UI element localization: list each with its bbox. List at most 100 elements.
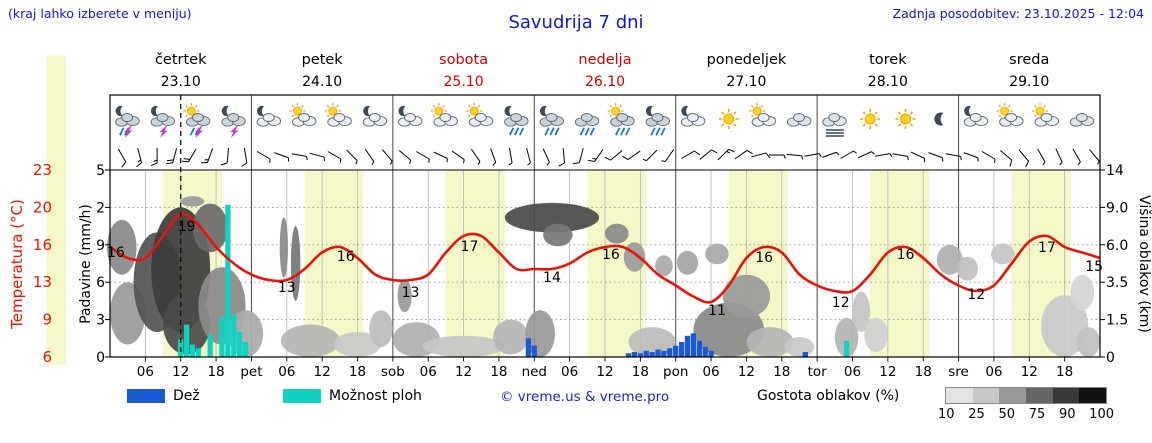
- wind-barb: [892, 153, 909, 161]
- svg-text:1.5: 1.5: [1106, 313, 1128, 329]
- weather-icon-moon-cloud-rain: [539, 105, 564, 136]
- weather-icon-moon-cloud: [680, 105, 706, 127]
- wind-barb: [945, 153, 962, 161]
- wind-barb: [963, 152, 979, 162]
- day-date: 24.10: [302, 74, 342, 90]
- svg-text:16: 16: [755, 250, 773, 266]
- density-swatch: [972, 388, 1000, 403]
- svg-text:15: 15: [1085, 259, 1103, 275]
- wind-barb: [572, 148, 584, 165]
- temperature-curve: [109, 212, 1101, 304]
- weather-icon-moon-cloud: [963, 105, 989, 127]
- menu-hint-note: (kraj lahko izberete v meniju): [8, 6, 192, 21]
- cloud-axis-label: Višina oblakov (km): [1136, 195, 1152, 333]
- density-tick: 10: [938, 407, 955, 422]
- wind-barb: [364, 148, 375, 166]
- wind-barb: [291, 153, 308, 161]
- wind-barb: [1055, 148, 1063, 166]
- wind-barb: [588, 148, 604, 163]
- svg-text:12: 12: [832, 295, 850, 311]
- svg-text:06: 06: [561, 364, 578, 380]
- density-swatch: [1079, 388, 1107, 403]
- weather-icon-moon-cloud-rain: [504, 105, 529, 136]
- wind-barb: [717, 148, 735, 161]
- day-name: sreda: [1009, 52, 1049, 68]
- weather-icon-sun-cloud: [1031, 102, 1059, 127]
- wind-barb: [768, 154, 786, 159]
- density-swatch: [946, 388, 973, 403]
- svg-text:6.0: 6.0: [1106, 238, 1128, 254]
- svg-text:20: 20: [33, 198, 52, 216]
- weather-icon-cloud: [1069, 113, 1095, 127]
- shower-legend-label: Možnost ploh: [329, 388, 422, 404]
- svg-text:06: 06: [420, 364, 437, 380]
- gridlines: [110, 95, 1100, 357]
- density-tick: 75: [1028, 407, 1046, 422]
- svg-text:16: 16: [33, 236, 52, 254]
- wind-barb: [327, 151, 342, 163]
- svg-text:9.0: 9.0: [1106, 200, 1128, 216]
- weather-icon-sun-cloud: [289, 102, 317, 127]
- wind-barb: [604, 150, 623, 161]
- svg-text:tor: tor: [808, 364, 828, 380]
- wind-barb: [274, 152, 290, 162]
- svg-text:6: 6: [96, 275, 105, 291]
- svg-text:06: 06: [137, 364, 154, 380]
- cloud-shading: [107, 196, 1100, 358]
- wind-barb: [470, 148, 481, 166]
- daylight-bands: [163, 170, 1071, 357]
- wind-barb: [526, 148, 531, 166]
- svg-text:sob: sob: [381, 364, 405, 380]
- wind-barb: [840, 150, 857, 159]
- wind-barb: [1089, 149, 1100, 165]
- wind-barb: [117, 148, 127, 168]
- wind-barb: [1018, 149, 1029, 168]
- day-headers: četrtek 23.10 petek 24.10 sobota 25.10 nedelja…: [155, 52, 1049, 90]
- wind-barb: [981, 151, 996, 163]
- last-updated: Zadnja posodobitev: 23.10.2025 - 12:04: [892, 6, 1144, 21]
- weather-icon-sun-cloud: [430, 102, 458, 127]
- cloud-density-gradient: [945, 387, 1107, 404]
- wind-barbs: [117, 147, 1100, 168]
- svg-text:06: 06: [278, 364, 295, 380]
- wind-barb: [181, 148, 197, 163]
- svg-text:18: 18: [632, 364, 649, 380]
- temp-value-labels: 16 19 13 16 13 17 14 16 11 16 12 16 12 17 15: [107, 219, 1103, 319]
- weather-icon-sun: [718, 109, 739, 129]
- precip-bars: [178, 204, 850, 357]
- svg-text:14: 14: [1106, 163, 1124, 179]
- svg-text:18: 18: [915, 364, 932, 380]
- wind-barb: [622, 150, 641, 161]
- day-name: petek: [302, 52, 344, 68]
- svg-text:16: 16: [337, 249, 355, 265]
- svg-text:0: 0: [1106, 350, 1115, 366]
- wind-barb: [490, 148, 497, 166]
- wind-barb: [382, 149, 393, 165]
- weather-icon-cloud: [787, 113, 812, 127]
- svg-text:0: 0: [96, 350, 105, 366]
- density-swatch: [1026, 388, 1053, 403]
- svg-text:5: 5: [96, 163, 105, 179]
- svg-text:18: 18: [1056, 364, 1073, 380]
- day-date: 25.10: [444, 74, 484, 90]
- cloud-density-ticks: 10 25 50 75 90 100: [938, 407, 1114, 422]
- svg-text:12: 12: [967, 287, 985, 303]
- wind-barb: [1037, 148, 1046, 166]
- wind-barb: [928, 152, 944, 162]
- day-date: 27.10: [726, 74, 766, 90]
- day-name: torek: [869, 52, 907, 68]
- svg-text:3: 3: [96, 313, 105, 329]
- svg-text:12: 12: [738, 364, 755, 380]
- wind-barb: [661, 148, 675, 163]
- svg-text:12: 12: [172, 364, 189, 380]
- weather-icon-moon-cloud-lightning: [221, 105, 246, 138]
- wind-barb: [558, 147, 565, 167]
- wind-barb: [451, 150, 465, 164]
- day-name: sobota: [439, 52, 488, 68]
- svg-text:19: 19: [178, 219, 196, 235]
- weather-icons: [115, 102, 1095, 138]
- copyright-link[interactable]: © vreme.us & vreme.pro: [500, 389, 670, 405]
- rain-legend-label: Dež: [173, 388, 200, 404]
- svg-text:16: 16: [897, 247, 915, 263]
